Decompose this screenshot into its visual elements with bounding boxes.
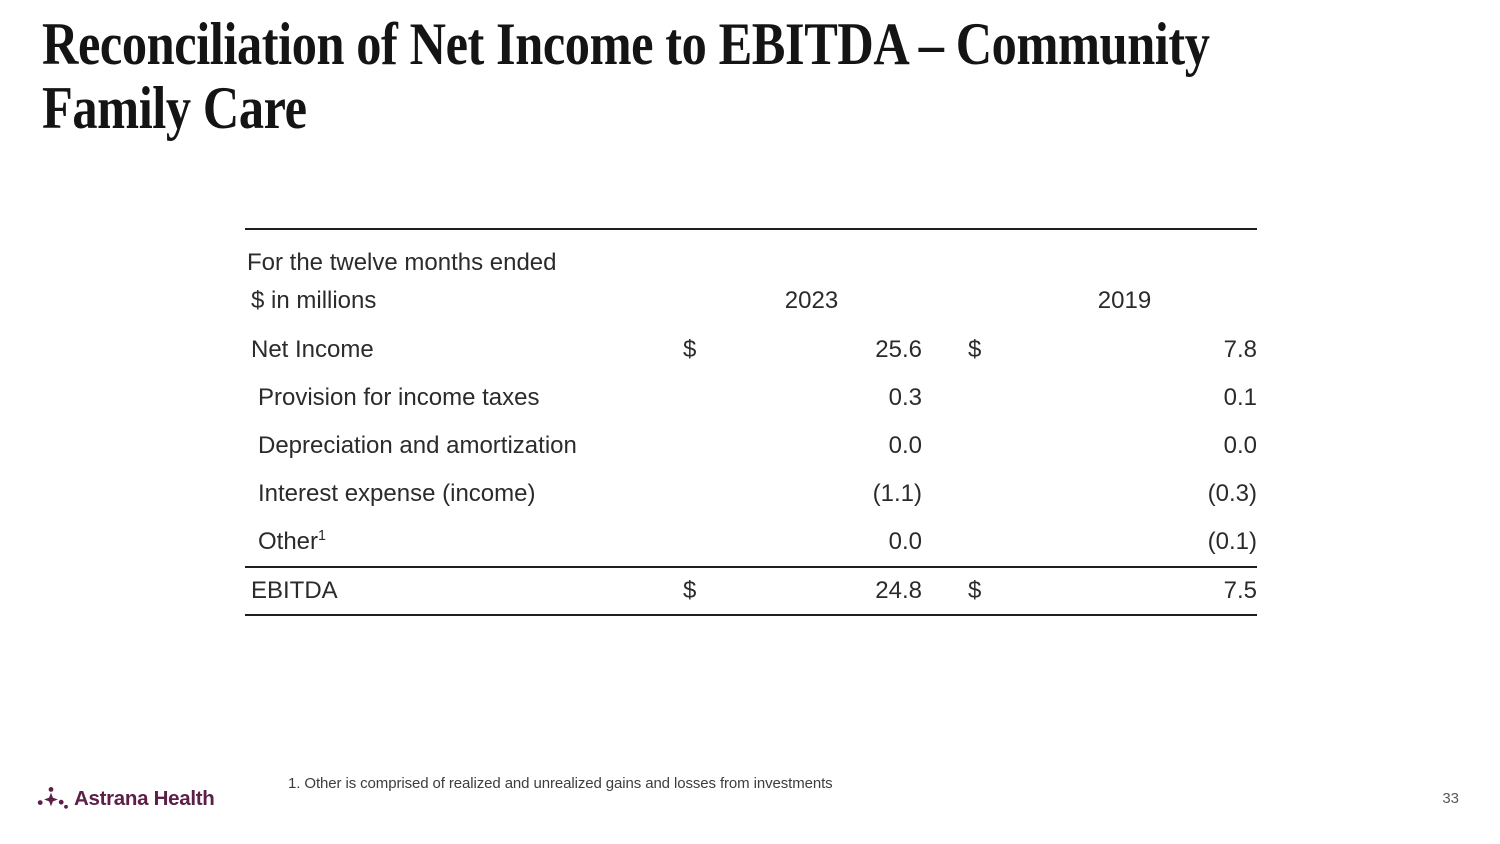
row-label: Other1 — [258, 528, 327, 555]
cell-2023: 0.0 — [683, 432, 922, 460]
value-2019: (0.3) — [1207, 480, 1257, 507]
cell-2023: $25.6 — [683, 336, 922, 364]
cell-2019: $7.8 — [968, 336, 1257, 364]
slide-title: Reconciliation of Net Income to EBITDA –… — [42, 12, 1352, 140]
cell-2023: 0.3 — [683, 384, 922, 412]
currency-symbol: $ — [683, 336, 697, 363]
cell-2023: (1.1) — [683, 480, 922, 508]
astrana-logo-icon — [37, 787, 68, 809]
table-row-depreciation-amortization: Depreciation and amortization 0.0 0.0 — [245, 422, 1257, 470]
currency-symbol: $ — [968, 577, 982, 604]
value-2019: 7.5 — [1223, 577, 1257, 604]
value-2023: 0.0 — [888, 528, 922, 555]
cell-2023: 0.0 — [683, 528, 922, 556]
row-label: Net Income — [251, 336, 374, 363]
cell-2019: $7.5 — [968, 577, 1257, 605]
table-body: Net Income $25.6 $7.8 Provision for inco… — [245, 326, 1257, 614]
footnote-marker: 1 — [318, 528, 327, 544]
table-caption-units: $ in millions — [251, 287, 377, 314]
cell-2019: (0.3) — [968, 480, 1257, 508]
value-2019: (0.1) — [1207, 528, 1257, 555]
row-label: Interest expense (income) — [258, 480, 536, 507]
cell-2023: $24.8 — [683, 577, 922, 605]
slide-title-line-1: Reconciliation of Net Income to EBITDA –… — [42, 11, 1210, 77]
currency-symbol: $ — [968, 336, 982, 363]
value-2023: (1.1) — [872, 480, 922, 507]
column-header-2019: 2019 — [1097, 287, 1152, 314]
value-2019: 0.1 — [1223, 384, 1257, 411]
row-label: Provision for income taxes — [258, 384, 540, 411]
value-2023: 25.6 — [875, 336, 922, 363]
value-2023: 0.0 — [888, 432, 922, 459]
cell-2019: 0.0 — [968, 432, 1257, 460]
footnote: 1. Other is comprised of realized and un… — [288, 775, 833, 792]
table-row-provision-taxes: Provision for income taxes 0.3 0.1 — [245, 374, 1257, 422]
astrana-health-logo: Astrana Health — [37, 786, 215, 811]
cell-2019: (0.1) — [968, 528, 1257, 556]
table-row-interest-expense: Interest expense (income) (1.1) (0.3) — [245, 470, 1257, 518]
row-label: Depreciation and amortization — [258, 432, 577, 459]
slide-title-line-2: Family Care — [42, 75, 307, 141]
value-2023: 24.8 — [875, 577, 922, 604]
currency-symbol: $ — [683, 577, 697, 604]
row-label: EBITDA — [251, 577, 338, 604]
value-2019: 0.0 — [1223, 432, 1257, 459]
value-2023: 0.3 — [888, 384, 922, 411]
cell-2019: 0.1 — [968, 384, 1257, 412]
table-row-ebitda-total: EBITDA $24.8 $7.5 — [245, 566, 1257, 614]
table-caption-period: For the twelve months ended — [247, 249, 557, 276]
logo-wordmark: Astrana Health — [74, 786, 215, 810]
column-header-2023: 2023 — [784, 287, 839, 314]
table-row-other: Other1 0.0 (0.1) — [245, 518, 1257, 566]
reconciliation-table: For the twelve months ended $ in million… — [245, 228, 1257, 616]
page-number: 33 — [1442, 790, 1459, 807]
table-header-row: $ in millions 2023 2019 — [245, 288, 1257, 314]
table-row-net-income: Net Income $25.6 $7.8 — [245, 326, 1257, 374]
value-2019: 7.8 — [1223, 336, 1257, 363]
